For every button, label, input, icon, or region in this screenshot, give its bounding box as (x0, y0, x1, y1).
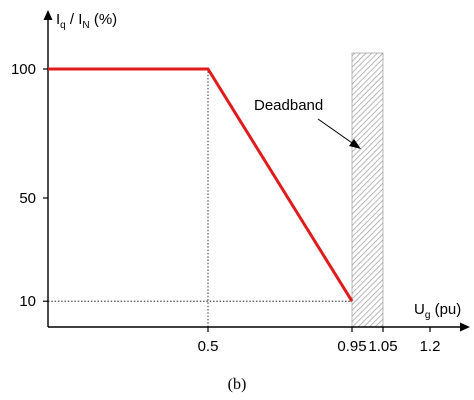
x-tick-label: 0.5 (198, 338, 219, 355)
x-ticks: 0.5 0.95 1.05 1.2 (198, 327, 441, 355)
y-label-b-base: I (78, 11, 82, 28)
deadband-pointer-arrowhead (349, 139, 361, 149)
y-axis-label: Iq / IN (%) (56, 11, 117, 31)
y-tick-label: 50 (19, 190, 36, 207)
x-label-rest: (pu) (430, 301, 461, 318)
x-axis-arrowhead (460, 322, 470, 332)
y-label-sep: / (66, 11, 79, 28)
deadband-region (351, 52, 384, 328)
series-group (48, 67, 354, 302)
x-tick-label: 1.05 (368, 338, 397, 355)
x-tick-label: 1.2 (420, 338, 441, 355)
series-line-0 (48, 67, 354, 302)
y-label-b-sub: N (82, 20, 89, 31)
y-label-a-base: I (56, 11, 60, 28)
y-axis-arrowhead (43, 10, 53, 20)
x-tick-label: 0.95 (337, 338, 366, 355)
y-ticks: 100 50 10 (11, 61, 48, 310)
figure-caption: (b) (228, 376, 247, 393)
deadband-label: Deadband (254, 97, 323, 114)
x-label-sub: g (425, 310, 431, 321)
x-label-base: U (414, 301, 425, 318)
y-label-a-sub: q (60, 20, 66, 31)
x-axis-label: Ug (pu) (414, 301, 461, 321)
y-label-rest: (%) (90, 11, 118, 28)
y-tick-label: 100 (11, 61, 36, 78)
deadband-pointer-arrow (317, 118, 356, 146)
reference-lines (48, 69, 352, 327)
y-tick-label: 10 (19, 293, 36, 310)
